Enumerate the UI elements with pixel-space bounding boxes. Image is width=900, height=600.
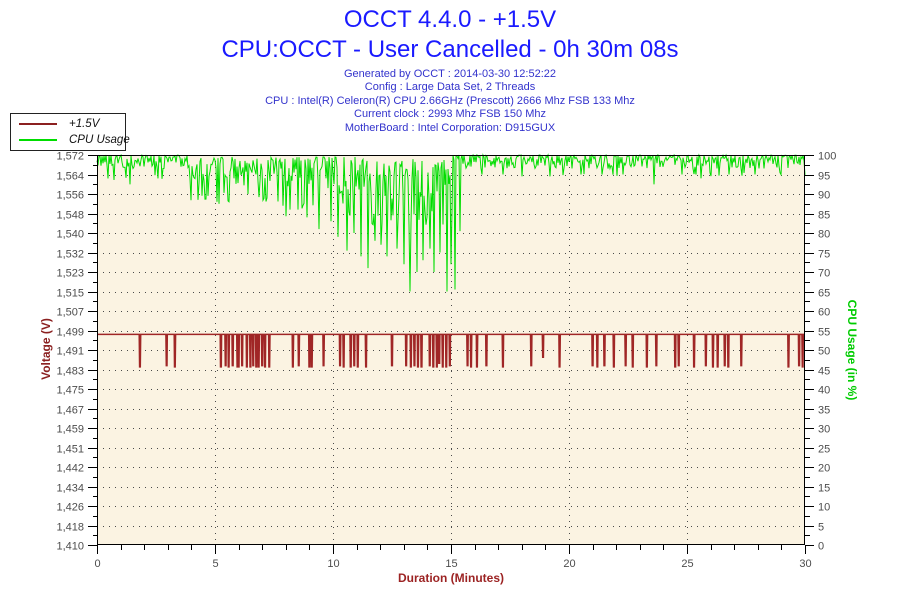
y-left-tick-label: 1,434 xyxy=(56,483,84,495)
y-right-tick-label: 15 xyxy=(818,483,830,495)
legend-label-voltage: +1.5V xyxy=(69,118,100,130)
y-right-tick-label: 5 xyxy=(818,522,824,534)
y-right-tick-label: 20 xyxy=(818,463,830,475)
y-left-tick-label: 1,548 xyxy=(56,210,84,222)
y-right-tick-label: 85 xyxy=(818,210,830,222)
y-left-tick-label: 1,426 xyxy=(56,502,84,514)
x-axis-label: Duration (Minutes) xyxy=(398,571,504,585)
y-left-tick-label: 1,418 xyxy=(56,522,84,534)
y-left-tick-label: 1,442 xyxy=(56,463,84,475)
info-clock: Current clock : 2993 Mhz FSB 150 Mhz xyxy=(354,108,546,121)
y-left-tick-label: 1,515 xyxy=(56,288,84,300)
x-tick-label: 0 xyxy=(94,558,100,570)
y-right-tick-label: 35 xyxy=(818,405,830,417)
info-cpu: CPU : Intel(R) Celeron(R) CPU 2.66GHz (P… xyxy=(265,94,635,107)
axis-tick-labels: 1,410 0 1,418 5 1,426 10 1,434 15 1,442 20 1,451 25… xyxy=(56,151,836,571)
info-generated: Generated by OCCT : 2014-03-30 12:52:22 xyxy=(344,68,556,80)
y-left-tick-label: 1,491 xyxy=(56,346,84,358)
y-left-tick-label: 1,483 xyxy=(56,366,84,378)
y-left-tick-label: 1,459 xyxy=(56,424,84,436)
x-tick-label: 30 xyxy=(799,558,811,570)
legend-label-cpu: CPU Usage xyxy=(69,134,130,146)
y-right-tick-label: 70 xyxy=(818,268,830,280)
page-subtitle: CPU:OCCT - User Cancelled - 0h 30m 08s xyxy=(221,36,679,63)
y-left-tick-label: 1,499 xyxy=(56,327,84,339)
y-right-tick-label: 60 xyxy=(818,307,830,319)
y-left-tick-label: 1,467 xyxy=(56,405,84,417)
grid-lines xyxy=(97,155,805,545)
y-left-tick-label: 1,410 xyxy=(56,541,84,553)
y-right-tick-label: 95 xyxy=(818,171,830,183)
y-axis-label-cpu: CPU Usage (in %) xyxy=(845,299,859,401)
y-left-tick-label: 1,451 xyxy=(56,444,84,456)
y-right-tick-label: 55 xyxy=(818,327,830,339)
y-right-tick-label: 100 xyxy=(818,151,836,163)
voltage-line-sample xyxy=(19,123,57,125)
report-info-block: Generated by OCCT : 2014-03-30 12:52:22 … xyxy=(0,68,900,135)
x-tick-label: 25 xyxy=(681,558,693,570)
y-left-tick-label: 1,540 xyxy=(56,229,84,241)
y-right-tick-label: 80 xyxy=(818,229,830,241)
x-tick-label: 10 xyxy=(327,558,339,570)
y-right-tick-label: 30 xyxy=(818,424,830,436)
y-left-tick-label: 1,564 xyxy=(56,171,84,183)
y-right-tick-label: 65 xyxy=(818,288,830,300)
y-right-tick-label: 0 xyxy=(818,541,824,553)
info-motherboard: MotherBoard : Intel Corporation: D915GUX xyxy=(344,121,556,134)
page-title: OCCT 4.4.0 - +1.5V xyxy=(343,6,557,33)
legend-item-voltage: +1.5V xyxy=(11,116,125,132)
x-tick-label: 15 xyxy=(445,558,457,570)
x-tick-label: 20 xyxy=(563,558,575,570)
y-left-tick-label: 1,556 xyxy=(56,190,84,202)
plot-frame xyxy=(96,154,806,546)
y-axis-label-voltage: Voltage (V) xyxy=(39,318,53,380)
legend: +1.5V CPU Usage xyxy=(10,113,130,151)
y-right-tick-label: 40 xyxy=(818,385,830,397)
cpu-line-sample xyxy=(19,139,57,141)
axis-ticks xyxy=(88,155,814,554)
y-right-tick-label: 45 xyxy=(818,366,830,378)
y-right-tick-label: 10 xyxy=(818,502,830,514)
info-config: Config : Large Data Set, 2 Threads xyxy=(364,81,536,94)
y-left-tick-label: 1,572 xyxy=(56,151,84,163)
y-left-tick-label: 1,532 xyxy=(56,249,84,261)
y-right-tick-label: 90 xyxy=(818,190,830,202)
y-right-tick-label: 75 xyxy=(818,249,830,261)
y-left-tick-label: 1,507 xyxy=(56,307,84,319)
voltage-trace xyxy=(97,333,805,368)
y-right-tick-label: 50 xyxy=(818,346,830,358)
y-left-tick-label: 1,475 xyxy=(56,385,84,397)
y-left-tick-label: 1,523 xyxy=(56,268,84,280)
legend-item-cpu: CPU Usage xyxy=(11,132,130,148)
x-tick-label: 5 xyxy=(212,558,218,570)
y-right-tick-label: 25 xyxy=(818,444,830,456)
